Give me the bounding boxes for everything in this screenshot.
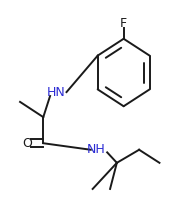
Text: F: F [120,17,127,30]
Text: NH: NH [87,143,106,156]
Text: HN: HN [46,86,65,99]
Text: O: O [22,137,32,150]
